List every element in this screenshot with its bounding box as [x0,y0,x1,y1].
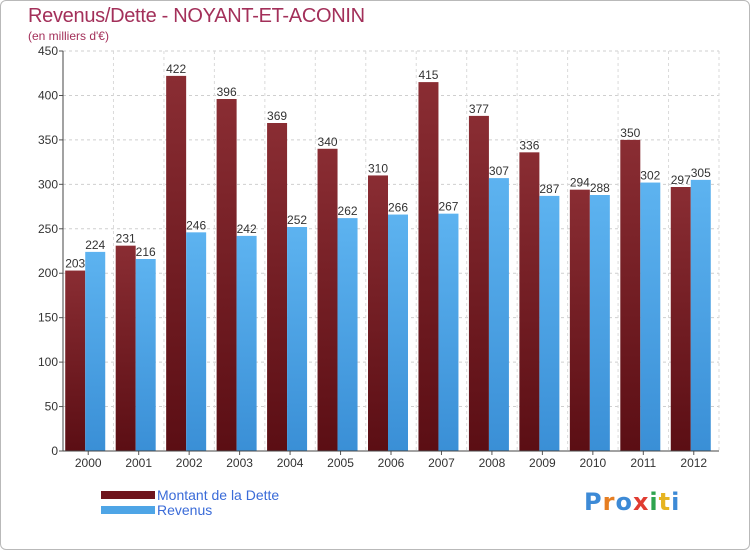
bar-dette [670,187,691,451]
logo-letter: i [671,488,681,516]
bar-dette [115,245,136,451]
logo-letter: o [615,488,633,516]
y-tick-label: 350 [38,133,58,147]
data-label-dette: 231 [116,232,136,246]
data-label-dette: 350 [620,126,640,140]
data-label-revenus: 307 [489,164,509,178]
x-tick-label: 2004 [277,456,304,470]
chart-title: Revenus/Dette - NOYANT-ET-ACONIN [28,5,365,27]
y-tick-label: 450 [38,44,58,58]
logo-letter: i [649,488,659,516]
legend-swatch-revenus [101,506,155,514]
bar-revenus [287,227,308,451]
data-label-revenus: 246 [186,218,206,232]
bar-revenus [488,178,509,451]
legend-swatch-dette [101,491,155,499]
legend-label-revenus: Revenus [157,502,213,518]
data-label-dette: 415 [418,68,438,82]
bar-revenus [438,213,459,451]
x-tick-label: 2007 [428,456,455,470]
x-tick-label: 2006 [378,456,405,470]
x-tick-label: 2000 [75,456,102,470]
logo-letter: x [632,488,650,516]
bar-dette [368,175,388,451]
data-label-revenus: 287 [539,182,559,196]
bar-dette [65,270,86,451]
bar-dette [620,139,641,451]
data-label-dette: 297 [671,173,691,187]
x-tick-label: 2002 [176,456,203,470]
bar-dette [166,75,187,451]
chart-subtitle: (en milliers d'€) [28,29,109,43]
data-label-dette: 336 [519,138,539,152]
bar-revenus [85,251,106,451]
data-label-dette: 340 [318,135,338,149]
bar-revenus [186,232,207,451]
data-label-revenus: 252 [287,213,307,227]
y-tick-label: 250 [38,222,58,236]
data-label-dette: 310 [368,161,388,175]
data-label-dette: 369 [267,109,287,123]
bar-dette [468,115,489,451]
data-label-revenus: 302 [640,169,660,183]
x-tick-label: 2008 [479,456,506,470]
data-label-revenus: 216 [136,245,156,259]
data-label-dette: 396 [217,85,237,99]
y-tick-label: 50 [45,400,59,414]
y-tick-label: 200 [38,266,58,280]
y-tick-label: 300 [38,177,58,191]
bar-revenus [236,235,257,451]
data-label-dette: 203 [65,257,85,271]
data-label-dette: 422 [166,62,186,76]
y-tick-label: 150 [38,311,58,325]
data-label-revenus: 262 [338,204,358,218]
x-tick-label: 2001 [125,456,152,470]
logo-letter: r [602,488,616,516]
bar-revenus [539,195,560,451]
data-label-dette: 377 [469,102,489,116]
logo-letter: P [584,488,603,516]
data-label-revenus: 242 [237,222,257,236]
x-tick-label: 2005 [327,456,354,470]
bar-revenus [640,182,661,452]
bar-dette [216,99,237,451]
data-label-revenus: 267 [438,200,458,214]
bar-dette [317,148,338,451]
bar-revenus [135,259,156,451]
x-tick-label: 2010 [579,456,606,470]
logo-letter: t [658,488,672,516]
bar-revenus [589,195,610,451]
x-tick-label: 2011 [630,456,656,470]
proxiti-logo: Proxiti [584,488,680,516]
bar-dette [569,189,590,451]
data-label-revenus: 288 [590,181,610,195]
bar-dette [418,82,439,451]
y-tick-label: 100 [38,355,58,369]
x-tick-label: 2003 [226,456,253,470]
y-tick-label: 0 [51,444,58,458]
data-label-revenus: 305 [691,166,711,180]
bar-revenus [337,218,358,451]
y-tick-label: 400 [38,88,58,102]
x-tick-label: 2012 [680,456,707,470]
bar-dette [519,152,540,452]
data-label-revenus: 266 [388,201,408,215]
bar-dette [267,123,288,451]
data-label-revenus: 224 [85,238,105,252]
bar-revenus [388,214,408,451]
legend-label-dette: Montant de la Dette [157,487,280,503]
data-label-dette: 294 [570,176,590,190]
bar-revenus [690,179,711,451]
x-tick-label: 2009 [529,456,556,470]
